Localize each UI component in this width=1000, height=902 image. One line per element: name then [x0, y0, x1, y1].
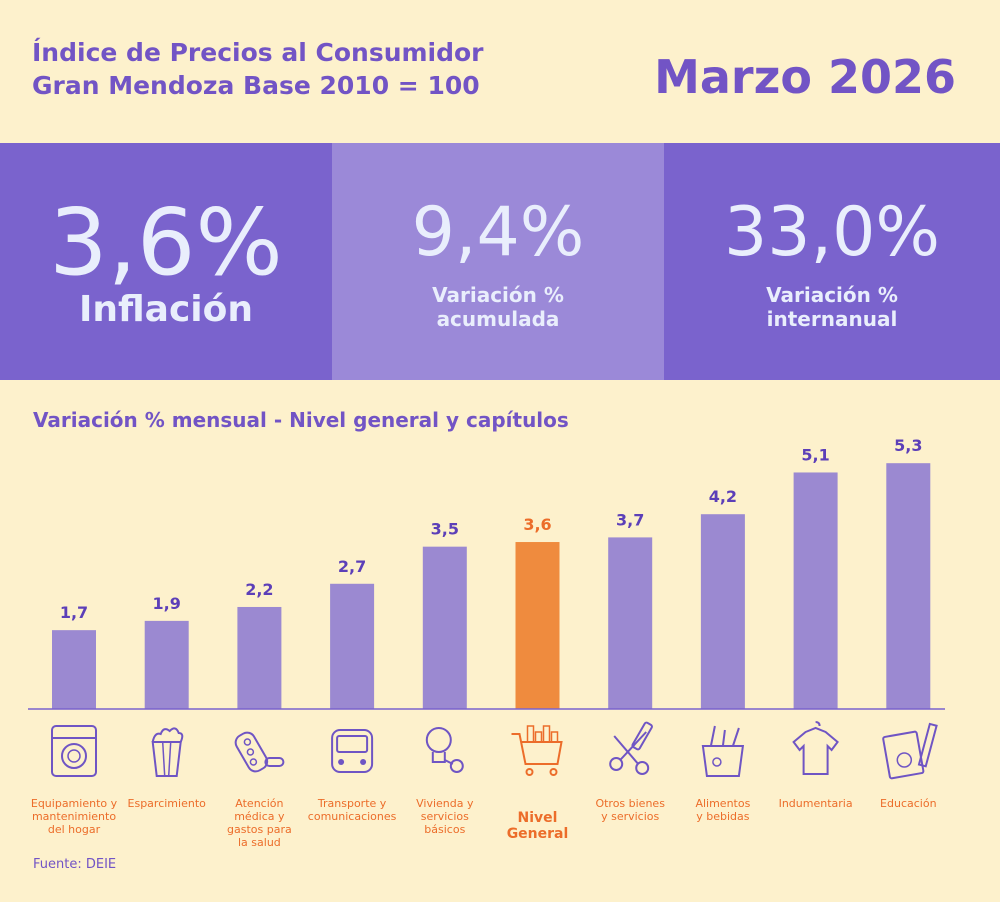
source-note: Fuente: DEIE: [33, 857, 117, 872]
category-label-0-line-1: mantenimiento: [31, 810, 117, 823]
category-label-4-line-2: básicos: [424, 823, 466, 836]
kpi-inflation-label: Inflación: [78, 289, 254, 330]
category-label-9-line-0: Educación: [880, 797, 937, 810]
kpi-row: 3,6% Inflación 9,4% Variación % acumulad…: [0, 143, 1000, 380]
data-label-1: 1,9: [153, 594, 181, 613]
category-label-1-line-0: Esparcimiento: [127, 797, 206, 810]
category-label-2-line-0: Atención: [235, 797, 284, 810]
category-label-6-line-0: Otros bienes: [595, 797, 665, 810]
category-label-6: Otros bienes y servicios: [582, 797, 678, 823]
popcorn-icon: [151, 727, 184, 777]
bar-6: [608, 537, 653, 709]
kpi-interannual-label-line-2: internanual: [766, 306, 898, 331]
kpi-accumulated: 9,4% Variación % acumulada: [332, 143, 664, 380]
report-title: Índice de Precios al Consumidor Gran Men…: [32, 36, 484, 102]
kpi-interannual: 33,0% Variación % internanual: [664, 143, 1000, 380]
title-line-2: Gran Mendoza Base 2010 = 100: [32, 71, 480, 100]
pills-icon: [234, 731, 285, 773]
kpi-accumulated-label-line-1: Variación %: [432, 282, 564, 307]
data-label-6: 3,7: [616, 510, 644, 529]
category-label-3: Transporte y comunicaciones: [304, 797, 400, 823]
bar-3: [330, 583, 375, 709]
kpi-accumulated-value: 9,4%: [411, 192, 585, 272]
bar-8: [793, 472, 838, 709]
data-label-2: 2,2: [245, 580, 273, 599]
category-label-8: Indumentaria: [768, 797, 864, 810]
category-label-9: Educación: [860, 797, 956, 810]
washing-machine-icon: [51, 725, 97, 777]
category-label-8-line-0: Indumentaria: [778, 797, 853, 810]
category-label-3-line-0: Transporte y: [317, 797, 387, 810]
category-label-2-line-1: médica y: [234, 810, 285, 823]
category-label-2-line-3: la salud: [238, 836, 281, 849]
category-label-5: Nivel General: [490, 810, 586, 842]
category-label-3-line-1: comunicaciones: [307, 810, 397, 823]
kpi-accumulated-label: Variación % acumulada: [432, 283, 564, 331]
chart-title: Variación % mensual - Nivel general y ca…: [33, 408, 569, 432]
kpi-inflation: 3,6% Inflación: [0, 143, 332, 380]
category-label-5-line-0: Nivel: [517, 810, 558, 826]
category-label-0-line-2: del hogar: [47, 823, 101, 836]
category-label-0-line-0: Equipamiento y: [30, 797, 118, 810]
category-label-4-line-0: Vivienda y: [416, 797, 474, 810]
bar-4: [422, 546, 467, 709]
bar-7: [700, 514, 745, 709]
category-label-4-line-1: servicios: [420, 810, 469, 823]
kpi-interannual-label-line-1: Variación %: [766, 282, 898, 307]
category-label-4: Vivienda y servicios básicos: [397, 797, 493, 836]
scissors-comb-icon: [609, 721, 653, 775]
data-label-9: 5,3: [894, 436, 922, 455]
kpi-interannual-label: Variación % internanual: [766, 283, 898, 331]
bar-2: [237, 606, 282, 709]
kpi-inflation-value: 3,6%: [49, 189, 283, 296]
category-label-7-line-0: Alimentos: [695, 797, 751, 810]
data-label-8: 5,1: [801, 445, 829, 464]
book-pencil-icon: [882, 722, 938, 780]
category-label-2: Atención médica y gastos para la salud: [211, 797, 307, 849]
kpi-accumulated-label-line-2: acumulada: [436, 306, 560, 331]
grocery-bag-icon: [701, 725, 745, 777]
category-label-1: Esparcimiento: [119, 797, 215, 810]
data-label-7: 4,2: [709, 487, 737, 506]
category-label-2-line-2: gastos para: [227, 823, 292, 836]
bar-9: [886, 463, 931, 709]
shirt-icon: [792, 721, 839, 775]
category-label-0: Equipamiento y mantenimiento del hogar: [26, 797, 122, 836]
data-label-0: 1,7: [60, 603, 88, 622]
lightbulb-key-icon: [425, 727, 464, 773]
bar-0: [52, 630, 96, 709]
data-label-3: 2,7: [338, 557, 366, 576]
data-label-5: 3,6: [523, 515, 551, 534]
bar-1: [144, 620, 189, 709]
period-label: Marzo 2026: [654, 50, 956, 104]
shopping-cart-icon: [511, 725, 563, 776]
category-label-5-line-1: General: [506, 826, 569, 842]
title-line-1: Índice de Precios al Consumidor: [32, 38, 484, 67]
category-label-6-line-1: y servicios: [601, 810, 660, 823]
kpi-interannual-value: 33,0%: [723, 192, 941, 272]
category-label-7-line-1: y bebidas: [696, 810, 750, 823]
bus-icon: [331, 729, 374, 773]
bar-5: [515, 542, 560, 709]
data-label-4: 3,5: [431, 520, 459, 539]
category-label-7: Alimentos y bebidas: [675, 797, 771, 823]
